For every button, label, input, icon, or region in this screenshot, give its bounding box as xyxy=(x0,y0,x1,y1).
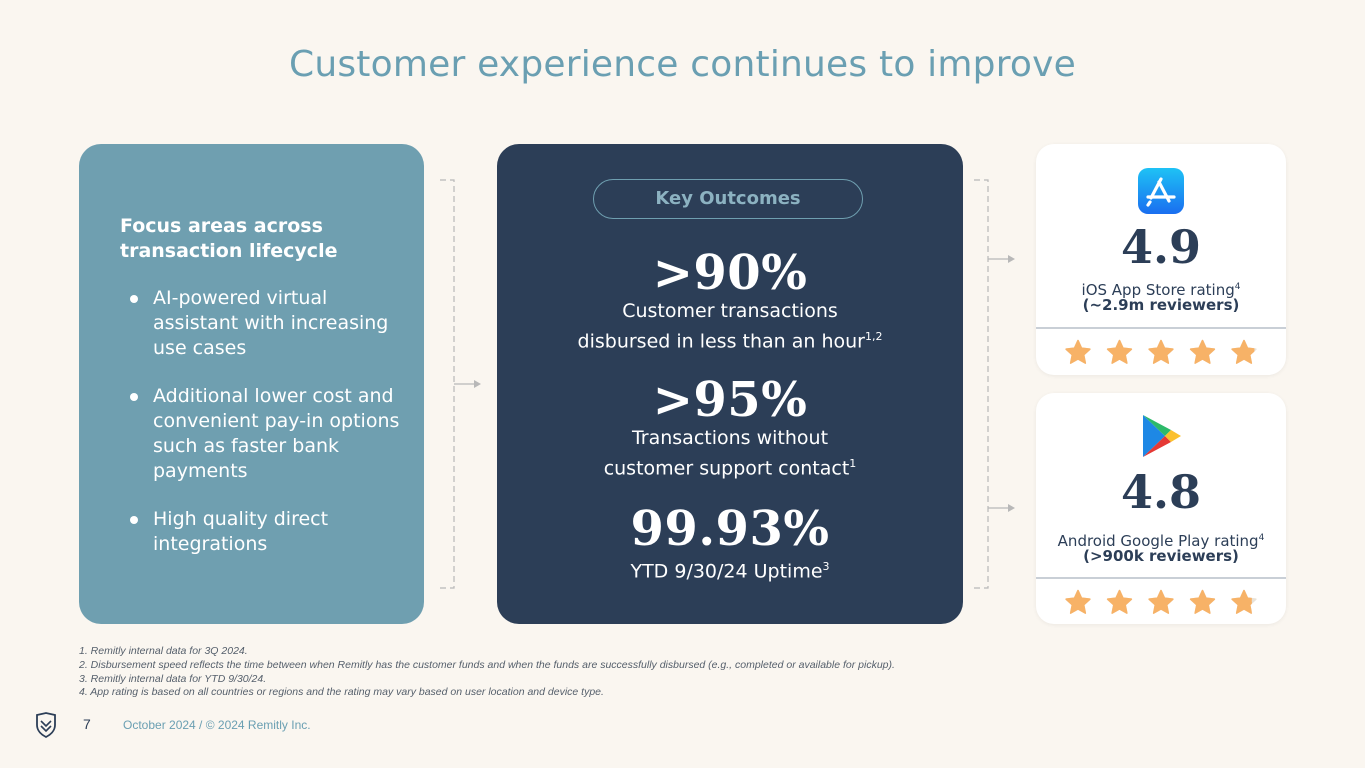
app-store-icon xyxy=(1138,168,1184,214)
bullet-icon xyxy=(130,516,138,524)
page-title: Customer experience continues to improve xyxy=(288,44,1076,85)
ios-rating-card: 4.9 iOS App Store rating4 (~2.9m reviewe… xyxy=(1036,144,1286,375)
stat-label: YTD 9/30/24 Uptime3 xyxy=(497,554,963,584)
star-icon xyxy=(1231,339,1255,364)
footnote: 4. App rating is based on all countries … xyxy=(79,686,604,699)
stat-block: >95% Transactions without customer suppo… xyxy=(497,375,963,481)
stat-value: >95% xyxy=(652,372,808,428)
footnote: 2. Disbursement speed reflects the time … xyxy=(79,658,895,671)
star-icon xyxy=(1189,589,1216,614)
google-play-icon xyxy=(1143,415,1181,457)
footnote-ref: 3 xyxy=(822,560,830,573)
stat-label-line: customer support contact xyxy=(603,457,850,480)
rating-label-text: iOS App Store rating xyxy=(1081,281,1235,299)
key-outcomes-pill: Key Outcomes xyxy=(593,179,863,219)
star-icon xyxy=(1189,339,1216,364)
focus-item: Additional lower cost and convenient pay… xyxy=(120,384,410,484)
stat-label-line: Customer transactions xyxy=(622,300,838,322)
star-icon xyxy=(1148,589,1174,614)
stat-label-line: Transactions without xyxy=(631,427,829,449)
bullet-icon xyxy=(130,393,138,401)
focus-item-text: AI-powered virtual assistant with increa… xyxy=(153,287,389,359)
stat-block: 99.93% YTD 9/30/24 Uptime3 xyxy=(497,504,963,584)
footnote-ref: 4 xyxy=(1258,533,1265,543)
focus-heading: Focus areas across transaction lifecycle xyxy=(120,215,338,262)
bullet-icon xyxy=(130,295,138,303)
star-icon xyxy=(1065,589,1091,614)
rating-divider xyxy=(1036,577,1286,579)
focus-item: AI-powered virtual assistant with increa… xyxy=(120,286,410,361)
key-outcomes-card: Key Outcomes >90% Customer transactions … xyxy=(497,144,963,624)
rating-reviewers: (~2.9m reviewers) xyxy=(1082,296,1240,314)
star-icon xyxy=(1106,589,1133,614)
rating-value: 4.9 xyxy=(1120,220,1202,274)
rating-label: Android Google Play rating4 xyxy=(1036,529,1286,550)
stat-block: >90% Customer transactions disbursed in … xyxy=(497,248,963,354)
android-rating-card: 4.8 Android Google Play rating4 (>900k r… xyxy=(1036,393,1286,624)
stat-label-line: YTD 9/30/24 Uptime xyxy=(630,560,823,583)
rating-reviewers: (>900k reviewers) xyxy=(1083,547,1239,565)
focus-item-text: Additional lower cost and convenient pay… xyxy=(153,385,400,482)
focus-areas-card: Focus areas across transaction lifecycle… xyxy=(79,144,424,624)
connector-arrow-icon xyxy=(440,179,481,589)
footer-copyright: October 2024 / © 2024 Remitly Inc. xyxy=(123,718,311,732)
footnote: 3. Remitly internal data for YTD 9/30/24… xyxy=(79,672,267,685)
rating-label: iOS App Store rating4 xyxy=(1036,278,1286,299)
remitly-logo-icon xyxy=(36,712,56,738)
focus-item-text: High quality direct integrations xyxy=(153,508,329,555)
star-icon xyxy=(1106,339,1133,364)
star-icon xyxy=(1148,339,1174,364)
footnote-ref: 4 xyxy=(1234,282,1241,292)
rating-label-text: Android Google Play rating xyxy=(1057,532,1259,550)
star-icon xyxy=(1231,589,1252,614)
focus-list: AI-powered virtual assistant with increa… xyxy=(120,286,410,580)
stat-label: Customer transactions disbursed in less … xyxy=(497,298,963,354)
page-number: 7 xyxy=(83,716,91,732)
footnote-ref: 1 xyxy=(849,457,857,470)
star-rating xyxy=(1065,339,1257,364)
connector-arrow-icon xyxy=(974,179,1015,589)
rating-value: 4.8 xyxy=(1120,465,1202,519)
stat-value: >90% xyxy=(652,245,808,301)
stat-value: 99.93% xyxy=(630,501,830,557)
footnote: 1. Remitly internal data for 3Q 2024. xyxy=(79,645,248,657)
star-icon xyxy=(1065,339,1091,364)
footnotes: 1. Remitly internal data for 3Q 2024. 2.… xyxy=(79,645,1229,700)
footnote-ref: 1,2 xyxy=(864,330,883,343)
stat-label: Transactions without customer support co… xyxy=(497,425,963,481)
star-rating xyxy=(1065,589,1257,614)
rating-divider xyxy=(1036,327,1286,329)
focus-item: High quality direct integrations xyxy=(120,507,410,557)
stat-label-line: disbursed in less than an hour xyxy=(577,330,865,353)
